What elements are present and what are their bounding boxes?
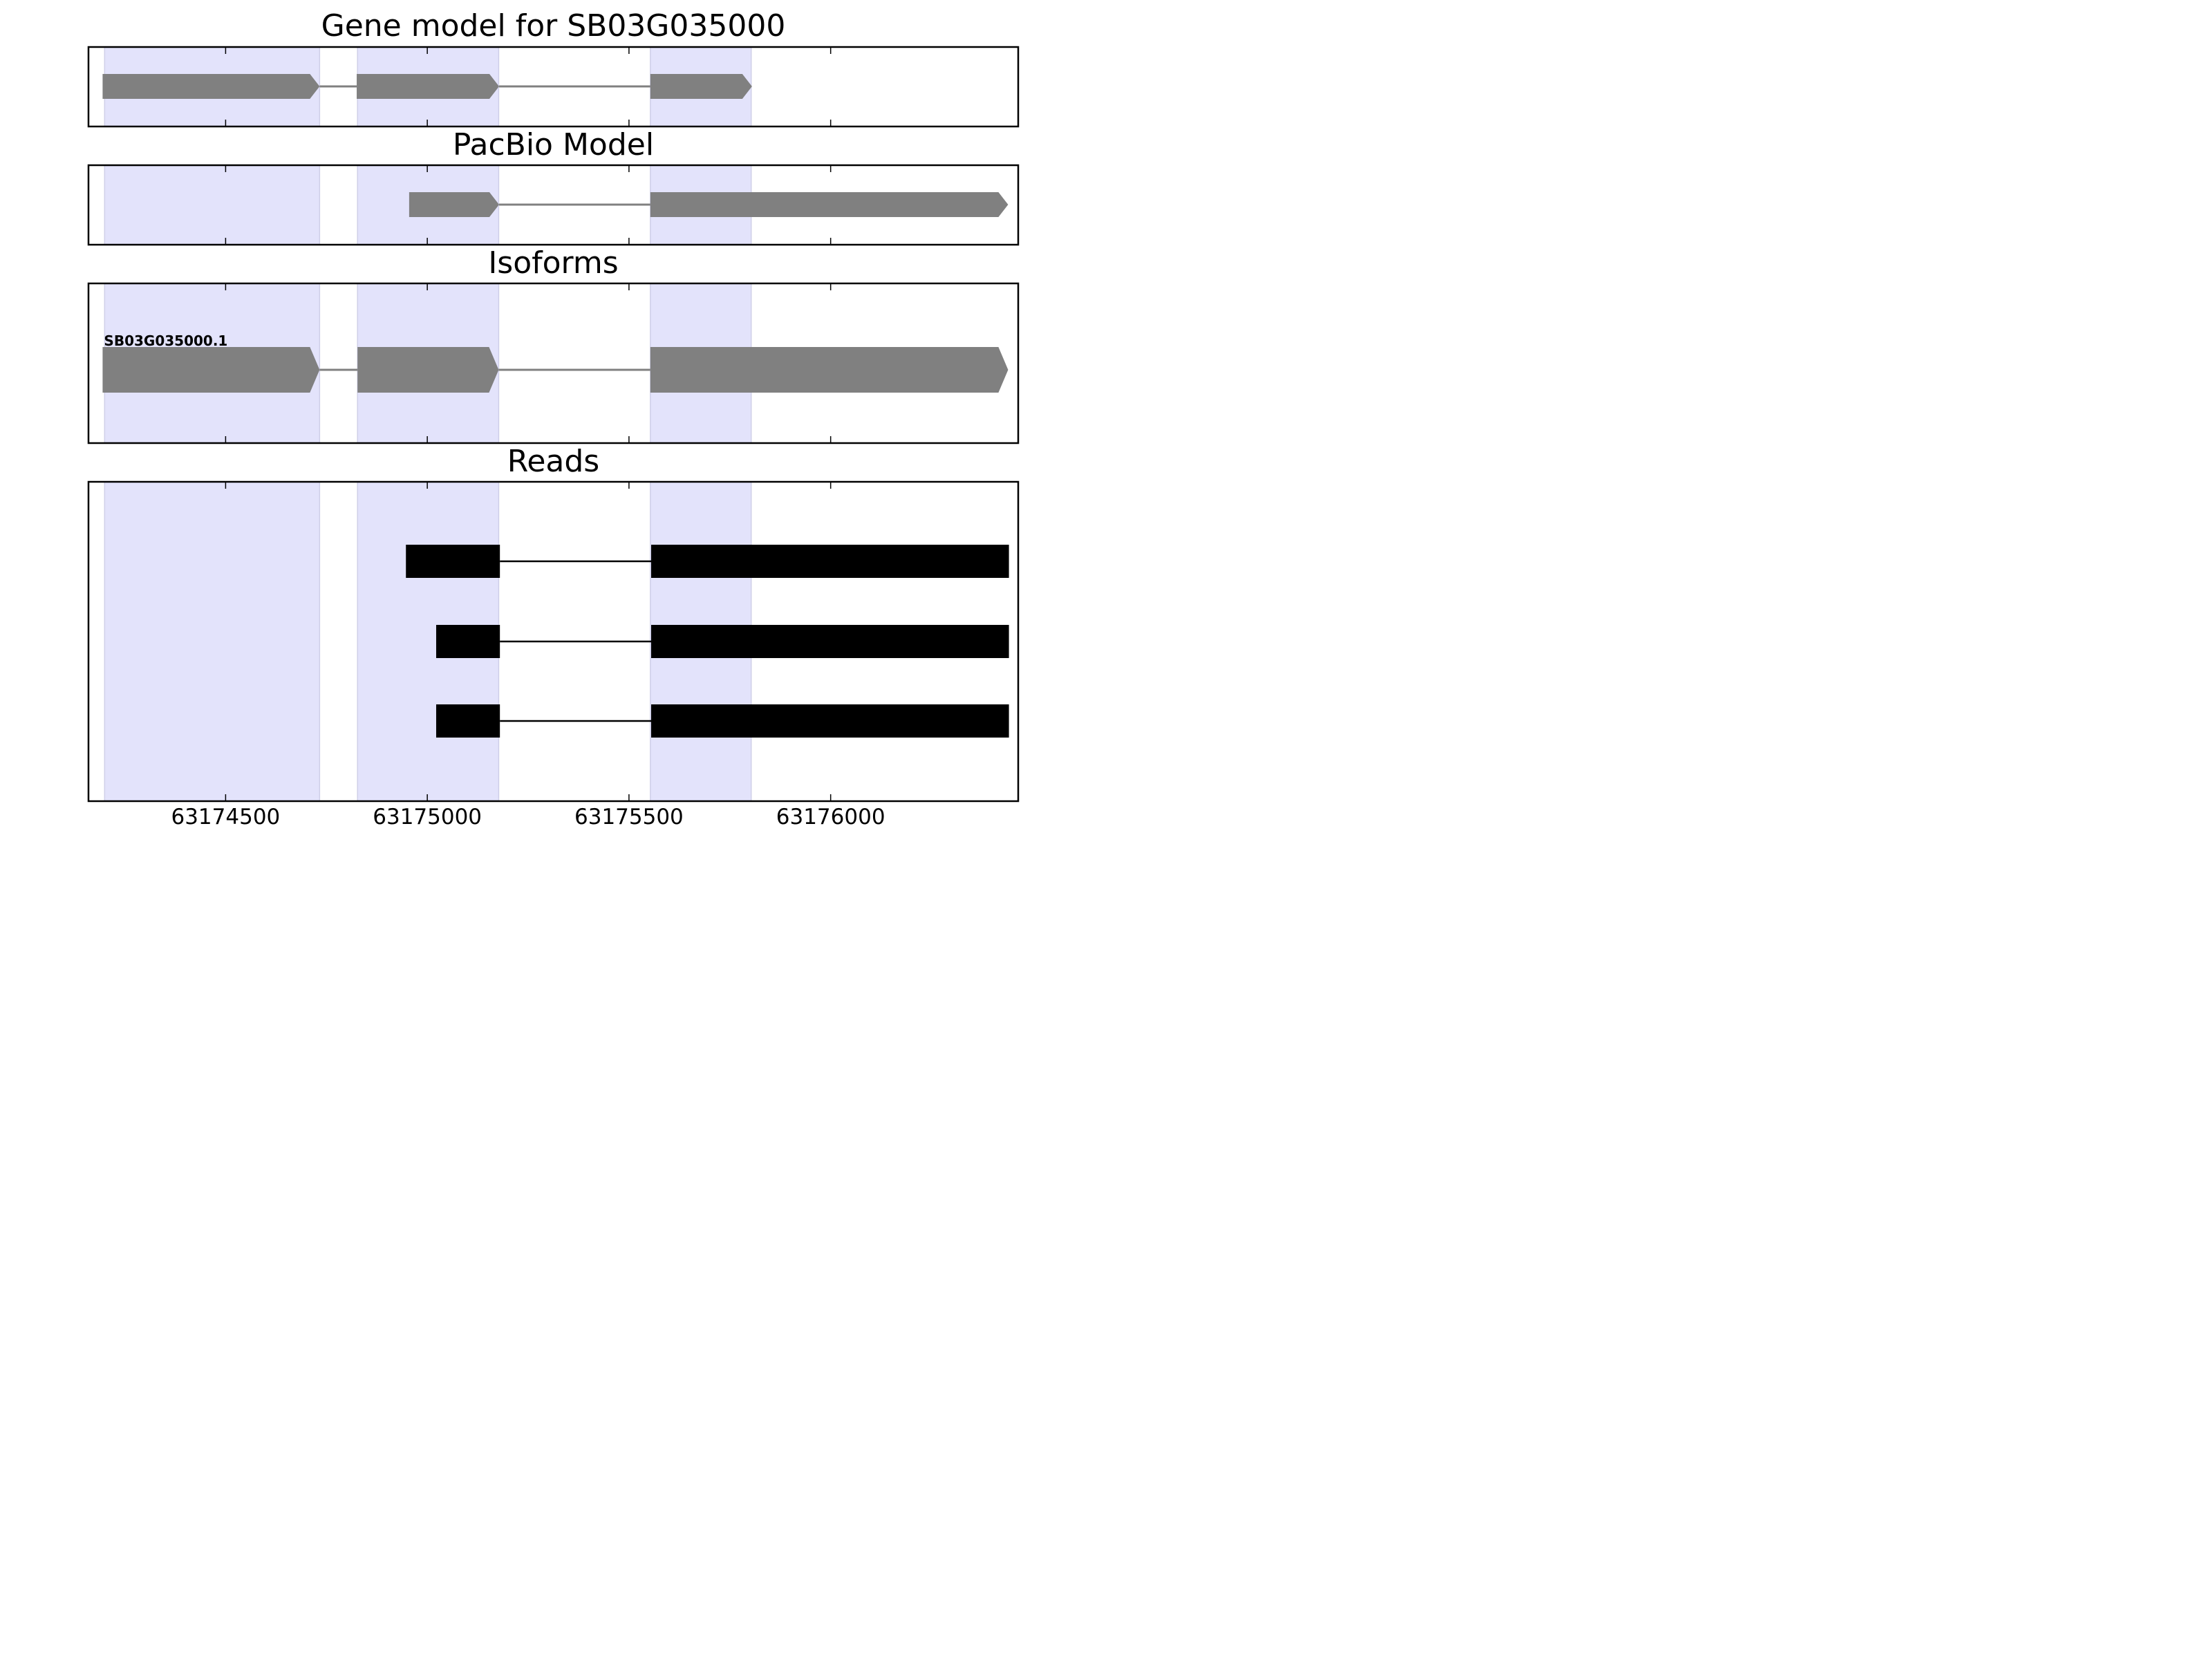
panel-titles: Gene model for SB03G035000 PacBio Model Is… [321, 8, 786, 479]
highlight-region-3-0 [104, 481, 321, 802]
read-exon-0-1 [651, 545, 1009, 578]
panel-frame-1 [87, 164, 1020, 246]
x-tick-label-3: 63176000 [776, 805, 885, 830]
gene-model-figure: Gene model for SB03G035000 PacBio Model Is… [87, 8, 1020, 830]
highlight-region-1-0 [104, 165, 321, 245]
panel-frames [87, 46, 1020, 803]
panel-title-2: Isoforms [488, 245, 618, 281]
panel-title-1: PacBio Model [453, 127, 654, 162]
x-tick-labels: 63174500 63175000 63175500 63176000 [171, 805, 885, 830]
feature-layer [102, 74, 1009, 738]
exon-arrow-0-0-1 [357, 74, 500, 99]
panel-title-3: Reads [507, 444, 599, 479]
read-exon-2-1 [651, 704, 1009, 738]
panel-frame-3 [87, 480, 1020, 803]
exon-arrow-0-0-2 [650, 74, 752, 99]
exon-arrow-2-0-2 [650, 347, 1009, 393]
panel-frame-0 [87, 46, 1020, 128]
highlight-layer [104, 46, 752, 802]
x-tick-label-1: 63175000 [373, 805, 482, 830]
panel-title-0: Gene model for SB03G035000 [321, 8, 786, 44]
read-exon-1-1 [651, 625, 1009, 658]
read-exon-1-0 [435, 625, 500, 658]
isoform-label-0: SB03G035000.1 [104, 332, 227, 349]
exon-arrow-1-0-0 [409, 192, 500, 217]
exon-arrow-1-0-1 [650, 192, 1009, 217]
panel-frame-2 [87, 282, 1020, 444]
x-tick-label-0: 63174500 [171, 805, 280, 830]
tick-marks [225, 47, 832, 801]
exon-arrow-2-0-1 [357, 347, 499, 393]
x-tick-label-2: 63175500 [574, 805, 684, 830]
isoform-labels: SB03G035000.1 [104, 332, 227, 349]
read-exon-2-0 [435, 704, 500, 738]
exon-arrow-0-0-0 [102, 74, 320, 99]
read-exon-0-0 [406, 545, 500, 578]
exon-arrow-2-0-0 [102, 347, 320, 393]
